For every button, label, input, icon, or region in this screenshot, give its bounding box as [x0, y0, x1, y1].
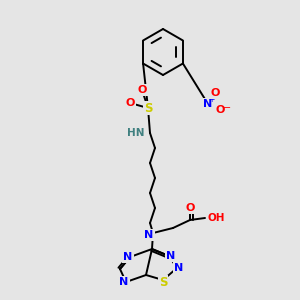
Text: N: N [174, 263, 184, 273]
Text: O: O [215, 105, 225, 115]
Text: N: N [123, 252, 133, 262]
Text: N: N [167, 251, 176, 261]
Text: O: O [137, 85, 147, 95]
Text: OH: OH [208, 213, 226, 223]
Text: N: N [144, 230, 154, 240]
Text: N: N [203, 99, 213, 109]
Text: O: O [125, 98, 135, 108]
Text: HN: HN [127, 128, 144, 138]
Text: −: − [223, 103, 231, 113]
Text: S: S [159, 275, 167, 289]
Text: O: O [185, 203, 195, 213]
Text: N: N [119, 277, 129, 287]
Text: S: S [144, 101, 152, 115]
Text: +: + [208, 94, 214, 103]
Text: O: O [210, 88, 220, 98]
